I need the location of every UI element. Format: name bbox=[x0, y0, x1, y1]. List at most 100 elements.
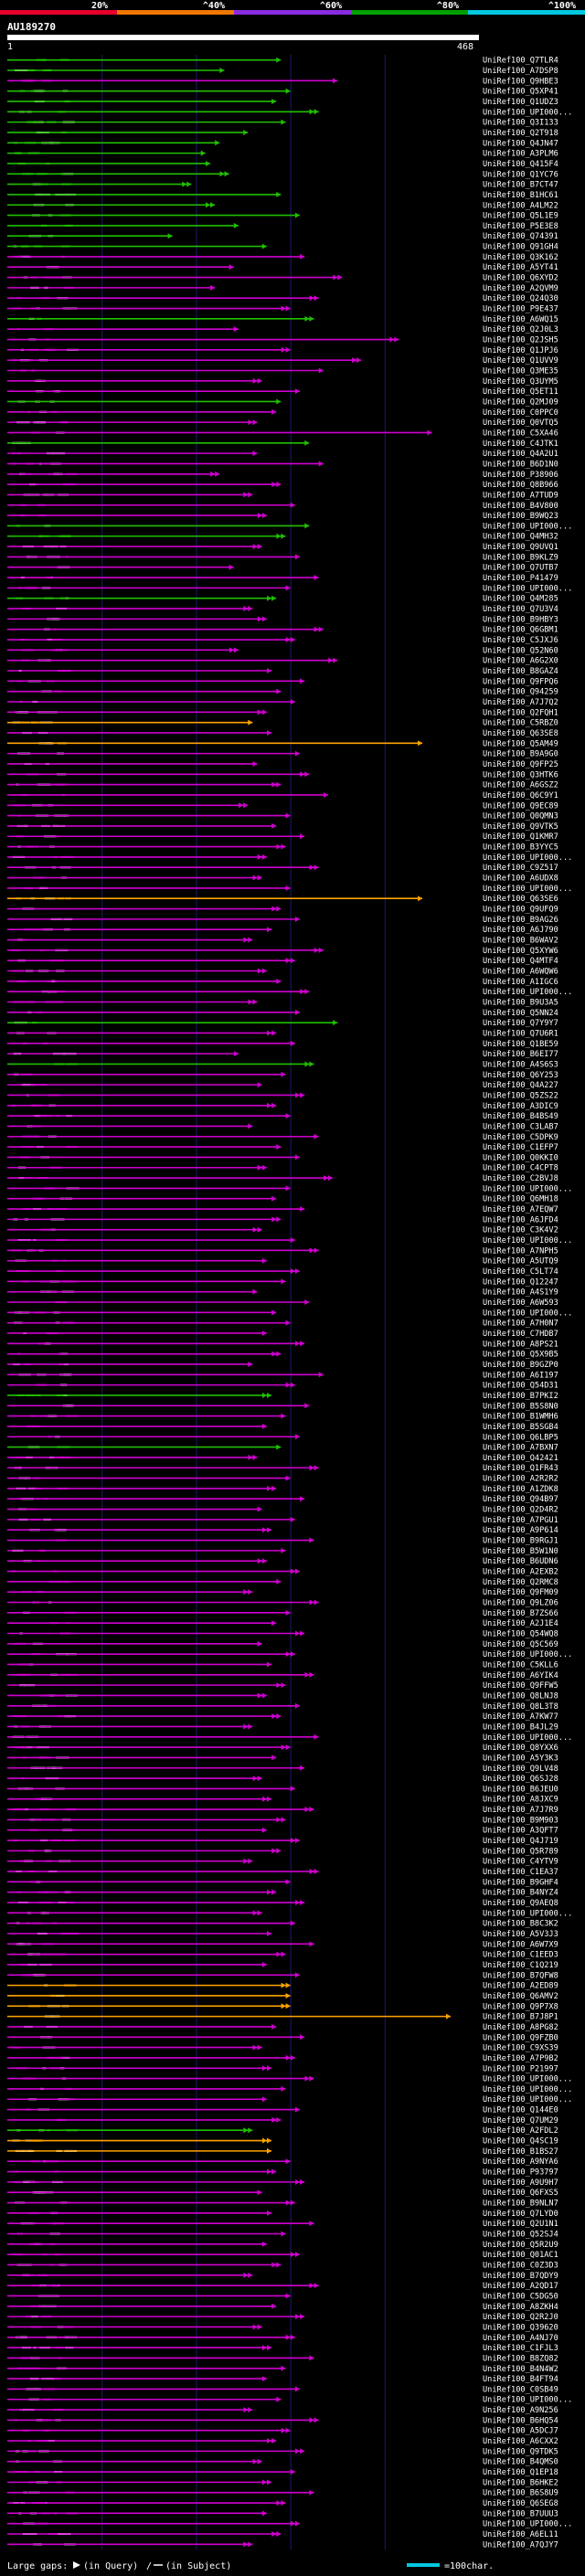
hit-row[interactable]: UniRef100_B4FT94 bbox=[7, 2375, 558, 2384]
hit-row[interactable]: UniRef100_A7H0N7 bbox=[7, 1320, 558, 1329]
hit-label[interactable]: UniRef100_B7QDY9 bbox=[483, 2272, 558, 2281]
hit-label[interactable]: UniRef100_B6UDN6 bbox=[483, 1557, 558, 1566]
hit-row[interactable]: UniRef100_Q5C569 bbox=[7, 1640, 558, 1649]
hit-row[interactable]: UniRef100_B4NYZ4 bbox=[7, 1889, 558, 1898]
hit-label[interactable]: UniRef100_Q9FFW5 bbox=[483, 1681, 558, 1691]
hit-label[interactable]: UniRef100_Q52N60 bbox=[483, 646, 558, 655]
hit-label[interactable]: UniRef100_A2QVM9 bbox=[483, 284, 558, 293]
hit-label[interactable]: UniRef100_B9AG26 bbox=[483, 916, 558, 925]
hit-row[interactable]: UniRef100_Q1BE59 bbox=[7, 1040, 558, 1049]
hit-label[interactable]: UniRef100_UPI000... bbox=[483, 2075, 572, 2084]
hit-label[interactable]: UniRef100_UPI000... bbox=[483, 1236, 572, 1246]
hit-label[interactable]: UniRef100_Q6C9Y1 bbox=[483, 791, 558, 800]
hit-row[interactable]: UniRef100_C3LAB7 bbox=[7, 1122, 558, 1131]
hit-label[interactable]: UniRef100_A5YT41 bbox=[483, 263, 558, 272]
hit-row[interactable]: UniRef100_Q63SE6 bbox=[7, 895, 558, 904]
hit-row[interactable]: UniRef100_Q8L3T8 bbox=[7, 1702, 558, 1712]
hit-row[interactable]: UniRef100_A7DSP8 bbox=[7, 67, 558, 76]
hit-row[interactable]: UniRef100_C9Z517 bbox=[7, 864, 558, 873]
hit-row[interactable]: UniRef100_B1BS27 bbox=[7, 2147, 558, 2157]
hit-row[interactable]: UniRef100_A2ED89 bbox=[7, 1982, 558, 1991]
hit-row[interactable]: UniRef100_B6D1N0 bbox=[7, 460, 558, 469]
hit-row[interactable]: UniRef100_A2QVM9 bbox=[7, 284, 558, 293]
hit-row[interactable]: UniRef100_Q5R2U9 bbox=[7, 2241, 558, 2250]
hit-label[interactable]: UniRef100_Q5NN24 bbox=[483, 1009, 558, 1018]
hit-row[interactable]: UniRef100_A4LM22 bbox=[7, 201, 558, 210]
hit-row[interactable]: UniRef100_P93797 bbox=[7, 2168, 558, 2178]
hit-row[interactable]: UniRef100_A6W7X9 bbox=[7, 1940, 558, 1949]
hit-row[interactable]: UniRef100_B9KLZ9 bbox=[7, 553, 558, 562]
hit-row[interactable]: UniRef100_Q6MH18 bbox=[7, 1195, 558, 1204]
hit-row[interactable]: UniRef100_Q2T918 bbox=[7, 129, 558, 138]
hit-label[interactable]: UniRef100_B6JEU0 bbox=[483, 1785, 558, 1794]
hit-row[interactable]: UniRef100_A6GSZ2 bbox=[7, 781, 558, 790]
hit-label[interactable]: UniRef100_C4CPT8 bbox=[483, 1164, 558, 1173]
hit-row[interactable]: UniRef100_Q91GH4 bbox=[7, 243, 558, 252]
hit-label[interactable]: UniRef100_B4BS49 bbox=[483, 1112, 558, 1121]
hit-label[interactable]: UniRef100_Q6AMV2 bbox=[483, 1992, 558, 2001]
hit-label[interactable]: UniRef100_A9NYA6 bbox=[483, 2157, 558, 2167]
hit-label[interactable]: UniRef100_P5E3E8 bbox=[483, 222, 558, 231]
hit-row[interactable]: UniRef100_C2BVJ8 bbox=[7, 1174, 558, 1183]
hit-label[interactable]: UniRef100_B7J8P1 bbox=[483, 2013, 558, 2022]
hit-row[interactable]: UniRef100_Q144E0 bbox=[7, 2106, 558, 2115]
hit-row[interactable]: UniRef100_A8PS21 bbox=[7, 1340, 558, 1349]
hit-row[interactable]: UniRef100_A8PG82 bbox=[7, 2023, 558, 2032]
hit-label[interactable]: UniRef100_C5LT74 bbox=[483, 1267, 558, 1277]
hit-label[interactable]: UniRef100_Q6MH18 bbox=[483, 1195, 558, 1204]
hit-label[interactable]: UniRef100_Q94B97 bbox=[483, 1495, 558, 1504]
hit-label[interactable]: UniRef100_A6YIK4 bbox=[483, 1671, 558, 1680]
hit-label[interactable]: UniRef100_A6CXX2 bbox=[483, 2437, 558, 2446]
hit-label[interactable]: UniRef100_Q6GBM1 bbox=[483, 626, 558, 635]
hit-label[interactable]: UniRef100_Q1BE59 bbox=[483, 1040, 558, 1049]
hit-label[interactable]: UniRef100_Q9LZ06 bbox=[483, 1599, 558, 1608]
hit-label[interactable]: UniRef100_Q144E0 bbox=[483, 2106, 558, 2115]
hit-row[interactable]: UniRef100_Q9AEQ8 bbox=[7, 1899, 558, 1908]
hit-row[interactable]: UniRef100_B9NLN7 bbox=[7, 2200, 558, 2209]
hit-label[interactable]: UniRef100_Q9P7X8 bbox=[483, 2002, 558, 2011]
hit-row[interactable]: UniRef100_Q6XYD2 bbox=[7, 274, 558, 283]
hit-row[interactable]: UniRef100_B6UDN6 bbox=[7, 1557, 558, 1566]
hit-label[interactable]: UniRef100_Q3HTK6 bbox=[483, 770, 558, 779]
hit-label[interactable]: UniRef100_Q6Y253 bbox=[483, 1071, 558, 1080]
hit-label[interactable]: UniRef100_A3QFT7 bbox=[483, 1827, 558, 1836]
hit-row[interactable]: UniRef100_UPI000... bbox=[7, 885, 572, 894]
hit-row[interactable]: UniRef100_B9M903 bbox=[7, 1816, 558, 1825]
hit-label[interactable]: UniRef100_A2R2R2 bbox=[483, 1475, 558, 1484]
hit-label[interactable]: UniRef100_A6UDX8 bbox=[483, 875, 558, 884]
hit-label[interactable]: UniRef100_B4FT94 bbox=[483, 2375, 558, 2384]
hit-label[interactable]: UniRef100_Q9LV48 bbox=[483, 1765, 558, 1774]
hit-label[interactable]: UniRef100_Q5ZS22 bbox=[483, 1091, 558, 1100]
hit-label[interactable]: UniRef100_Q6FXS5 bbox=[483, 2189, 558, 2198]
hit-label[interactable]: UniRef100_C1EED3 bbox=[483, 1951, 558, 1960]
hit-row[interactable]: UniRef100_Q01AC1 bbox=[7, 2251, 558, 2260]
hit-row[interactable]: UniRef100_B8ZQ82 bbox=[7, 2354, 558, 2363]
hit-row[interactable]: UniRef100_Q4MH32 bbox=[7, 533, 558, 542]
hit-row[interactable]: UniRef100_Q2RMC8 bbox=[7, 1578, 558, 1587]
hit-label[interactable]: UniRef100_Q4J719 bbox=[483, 1837, 558, 1846]
hit-label[interactable]: UniRef100_A9U9H7 bbox=[483, 2178, 558, 2188]
hit-label[interactable]: UniRef100_C0Z3D3 bbox=[483, 2261, 558, 2270]
hit-row[interactable]: UniRef100_Q5ZS22 bbox=[7, 1091, 558, 1100]
hit-row[interactable]: UniRef100_Q1EP18 bbox=[7, 2468, 558, 2477]
hit-row[interactable]: UniRef100_P9E437 bbox=[7, 305, 558, 314]
hit-row[interactable]: UniRef100_UPI000... bbox=[7, 2075, 572, 2084]
hit-label[interactable]: UniRef100_C2BVJ8 bbox=[483, 1174, 558, 1183]
hit-row[interactable]: UniRef100_A4NJ70 bbox=[7, 2334, 558, 2343]
hit-label[interactable]: UniRef100_C0PPC0 bbox=[483, 408, 558, 418]
hit-label[interactable]: UniRef100_Q54WQ8 bbox=[483, 1629, 558, 1638]
hit-label[interactable]: UniRef100_UPI000... bbox=[483, 1650, 572, 1659]
hit-label[interactable]: UniRef100_A2QD17 bbox=[483, 2282, 558, 2291]
hit-row[interactable]: UniRef100_Q9FM09 bbox=[7, 1588, 558, 1597]
hit-row[interactable]: UniRef100_A6J790 bbox=[7, 926, 558, 935]
hit-label[interactable]: UniRef100_B1HC61 bbox=[483, 191, 558, 200]
hit-label[interactable]: UniRef100_Q5L1E9 bbox=[483, 212, 558, 221]
hit-label[interactable]: UniRef100_Q7TLR4 bbox=[483, 57, 558, 66]
hit-row[interactable]: UniRef100_A2QD17 bbox=[7, 2282, 558, 2291]
hit-row[interactable]: UniRef100_C4JTK1 bbox=[7, 440, 558, 449]
hit-label[interactable]: UniRef100_Q4A2U1 bbox=[483, 450, 558, 459]
hit-row[interactable]: UniRef100_A6G2X0 bbox=[7, 657, 558, 666]
hit-label[interactable]: UniRef100_Q8YXX6 bbox=[483, 1744, 558, 1753]
hit-label[interactable]: UniRef100_B9GZP0 bbox=[483, 1361, 558, 1370]
hit-row[interactable]: UniRef100_Q6Y253 bbox=[7, 1071, 558, 1080]
